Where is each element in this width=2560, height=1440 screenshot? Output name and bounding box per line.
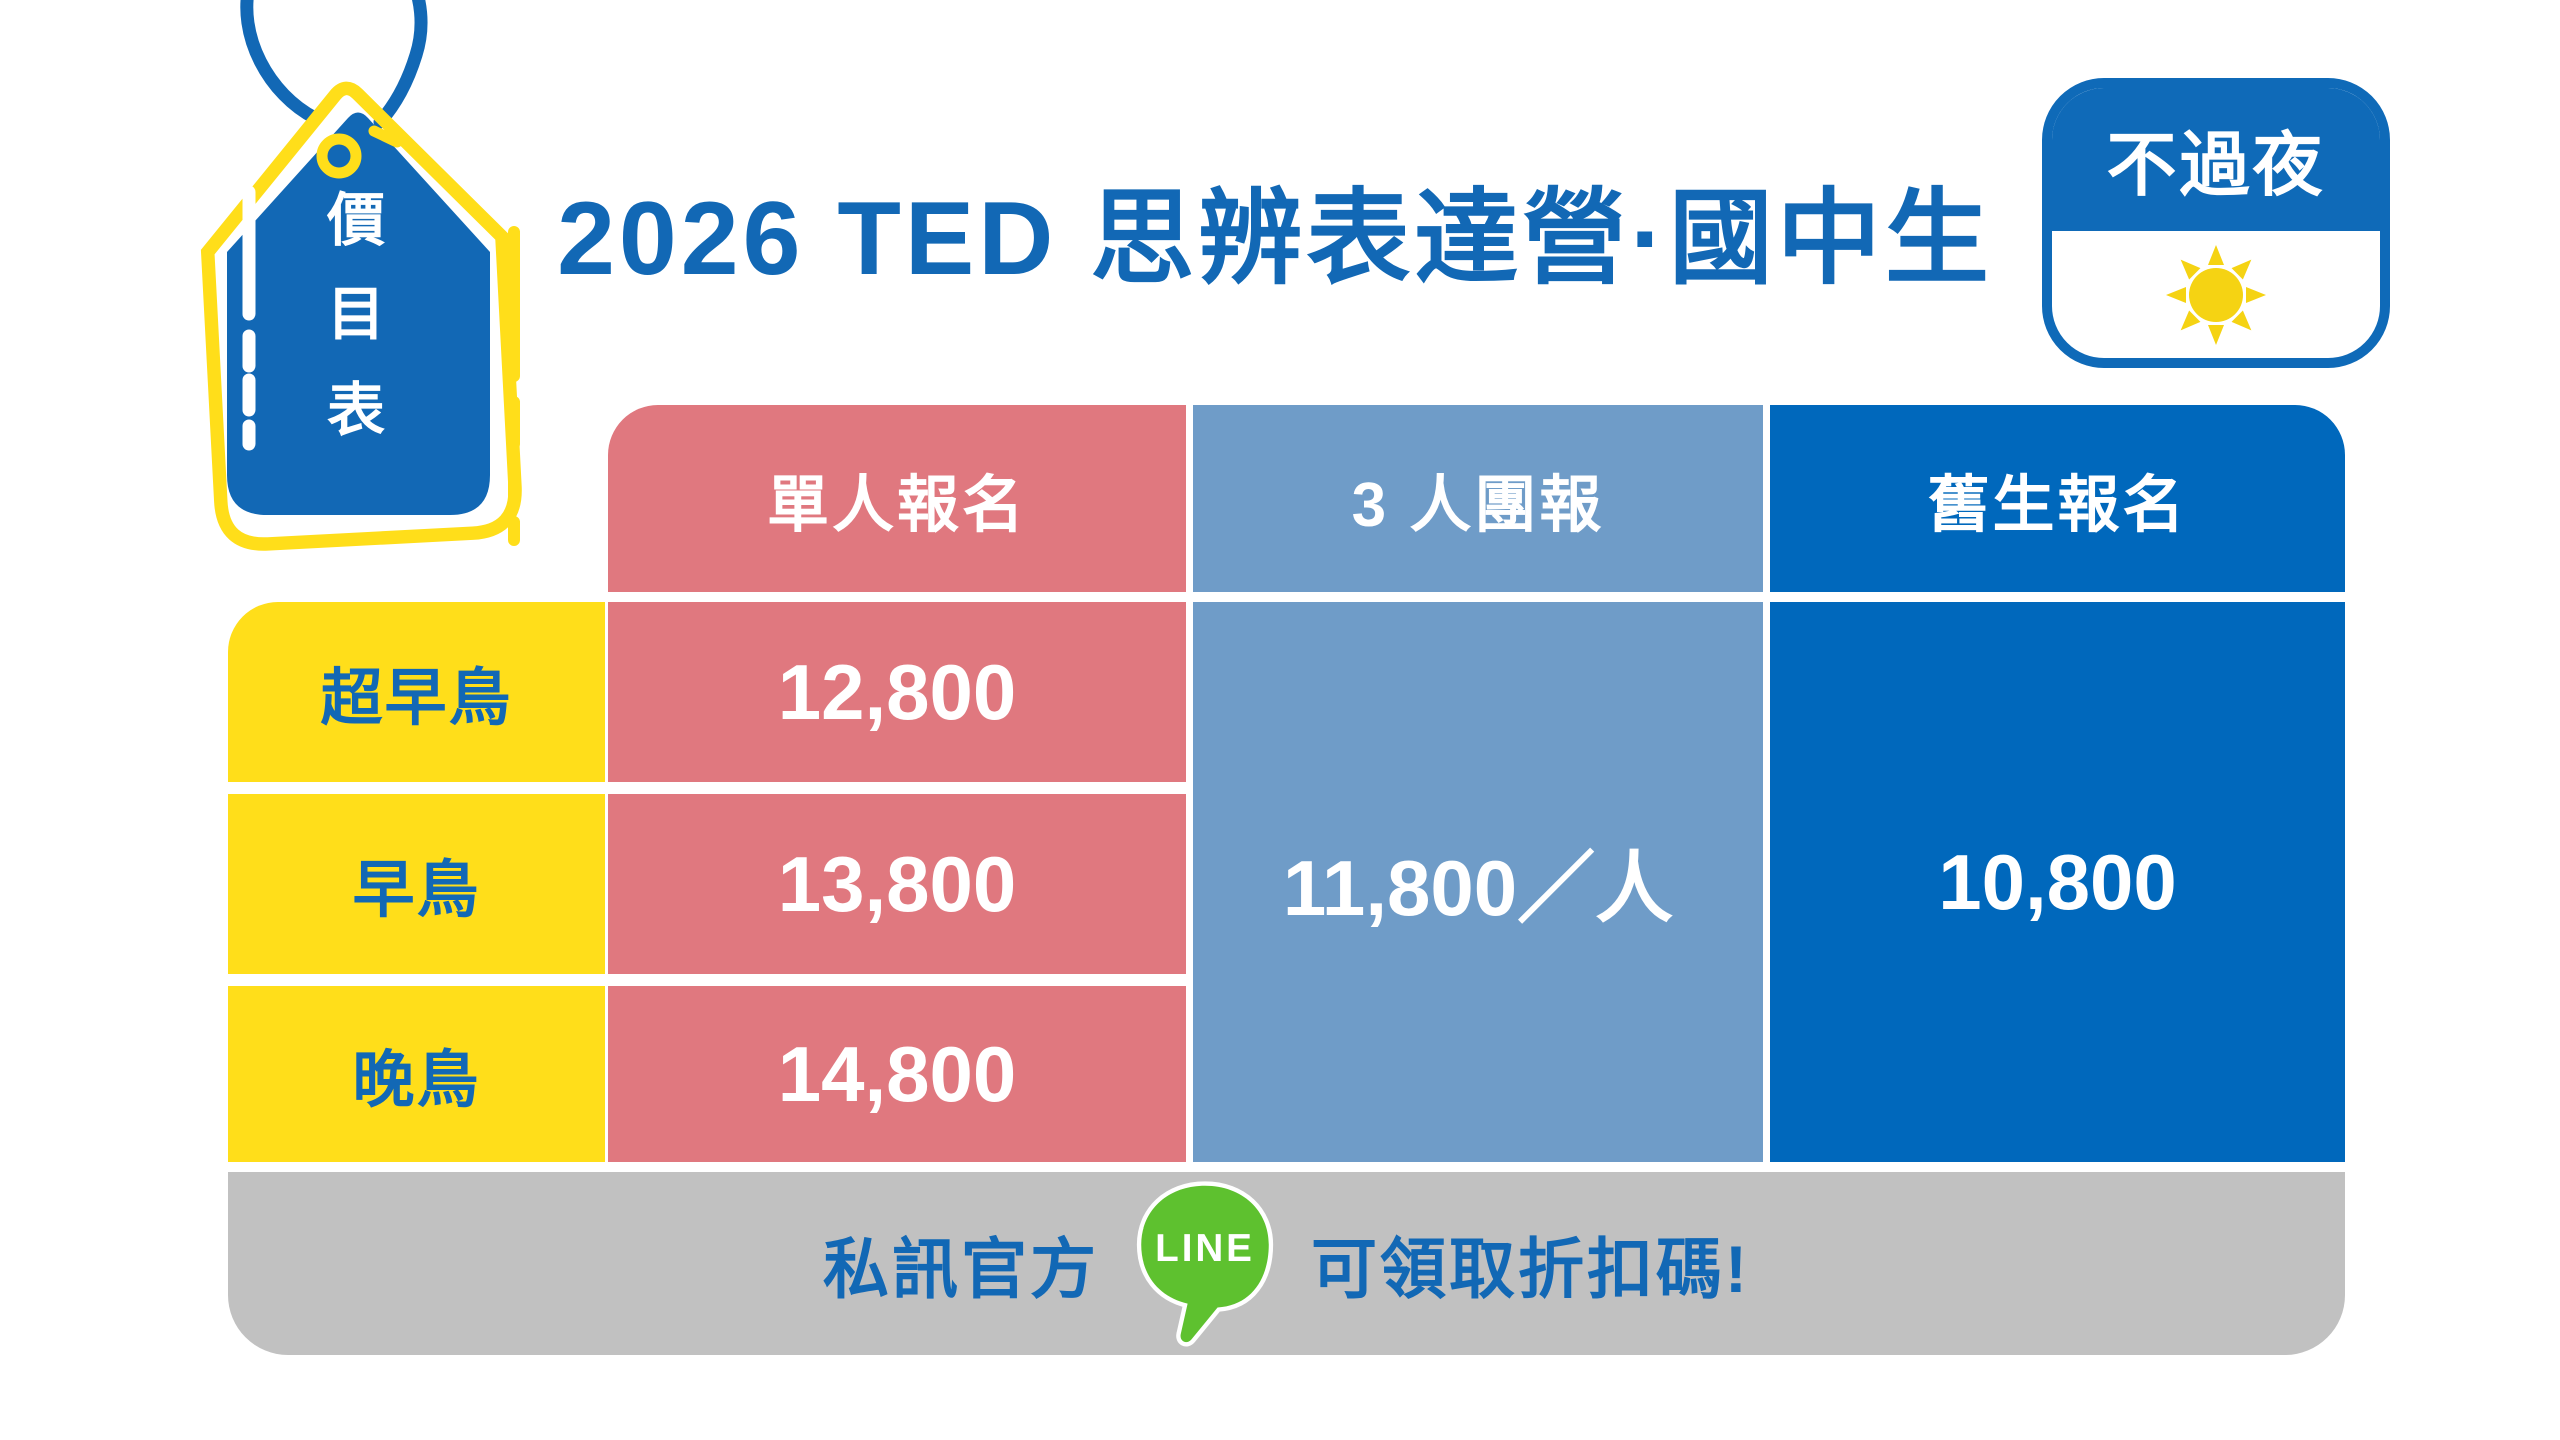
sun-icon bbox=[2166, 244, 2266, 345]
tag-label-char-1: 價 bbox=[326, 188, 385, 253]
tag-label-char-3: 表 bbox=[327, 378, 385, 443]
tag-string bbox=[240, 0, 428, 129]
tag-accent-dash bbox=[368, 125, 403, 148]
row-label-super-early-bird: 超早鳥 bbox=[228, 602, 605, 782]
line-app-icon: LINE bbox=[1136, 1180, 1274, 1346]
tag-back-outline bbox=[200, 81, 522, 551]
overnight-badge-sun-area bbox=[2052, 231, 2380, 358]
header-group-registration: 3 人團報 bbox=[1193, 405, 1763, 592]
cell-single-early-bird: 13,800 bbox=[608, 794, 1186, 974]
cell-alumni-price-merged: 10,800 bbox=[1770, 602, 2345, 1162]
tag-label-char-2: 目 bbox=[327, 282, 385, 347]
cell-single-super-early-bird: 12,800 bbox=[608, 602, 1186, 782]
page-title: 2026 TED 思辨表達營·國中生 bbox=[557, 180, 1993, 297]
price-tag-icon: 價 目 表 bbox=[200, 0, 522, 551]
row-label-early-bird: 早鳥 bbox=[228, 794, 605, 974]
line-icon-label: LINE bbox=[1155, 1227, 1255, 1270]
tag-body bbox=[227, 112, 490, 515]
row-label-late-bird: 晚鳥 bbox=[228, 986, 605, 1162]
overnight-badge: 不過夜 bbox=[2042, 78, 2390, 368]
cell-single-late-bird: 14,800 bbox=[608, 986, 1186, 1162]
tag-hole-icon bbox=[316, 133, 362, 179]
header-single-registration: 單人報名 bbox=[608, 405, 1186, 592]
footer-text-after: 可領取折扣碼! bbox=[1311, 1231, 1750, 1306]
footer-text-before: 私訊官方 bbox=[823, 1231, 1099, 1306]
footer-bar: 私訊官方 LINE 可領取折扣碼! bbox=[228, 1172, 2345, 1355]
overnight-badge-label: 不過夜 bbox=[2052, 88, 2380, 232]
cell-group-price-merged: 11,800／人 bbox=[1193, 602, 1763, 1162]
header-alumni-registration: 舊生報名 bbox=[1770, 405, 2345, 592]
